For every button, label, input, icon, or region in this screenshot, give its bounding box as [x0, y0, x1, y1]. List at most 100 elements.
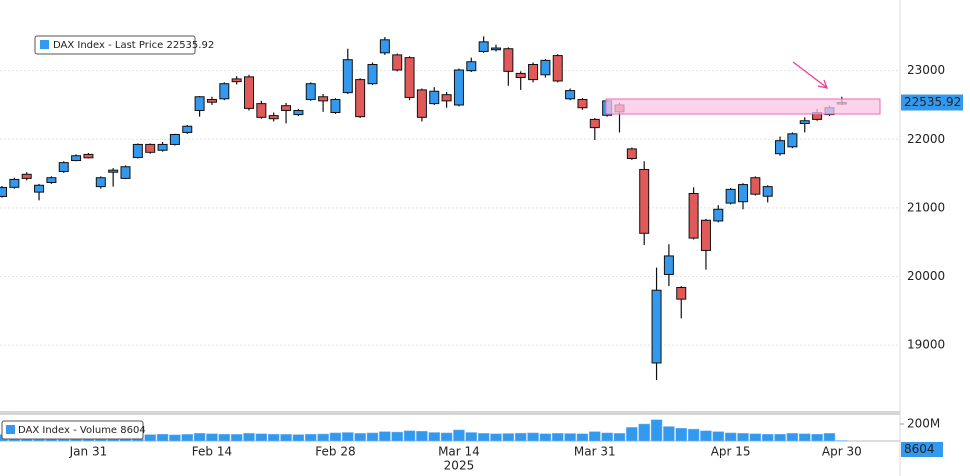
volume-bar — [379, 431, 391, 442]
volume-bar — [811, 433, 823, 442]
volume-bar — [317, 433, 329, 442]
candle-body — [651, 289, 662, 364]
candle-body — [540, 59, 551, 76]
y-tick-label: 19000 — [907, 338, 945, 352]
candle-body — [71, 155, 82, 162]
volume-bar — [650, 419, 663, 442]
last-volume-box — [901, 442, 943, 457]
volume-bar — [700, 430, 712, 442]
candle-body — [9, 178, 20, 188]
volume-bar — [193, 433, 206, 442]
volume-bar — [267, 433, 280, 442]
volume-bar — [626, 427, 638, 442]
candle-body — [145, 143, 156, 153]
candle-body — [182, 125, 193, 133]
volume-bar — [761, 433, 774, 442]
volume-bar — [428, 432, 440, 442]
last-price-box — [901, 94, 963, 111]
volume-bar — [181, 434, 193, 442]
last-price-label: 22535.92 — [904, 95, 961, 109]
candle-body — [157, 143, 168, 151]
arrow-head — [817, 79, 829, 89]
candle-body — [83, 153, 94, 159]
highlight-zone — [605, 98, 881, 115]
candle-body — [552, 55, 563, 82]
volume-bar — [391, 431, 403, 442]
volume-bar — [354, 433, 366, 442]
candle-body — [379, 39, 390, 54]
volume-bar — [552, 433, 564, 442]
volume-bar — [539, 433, 552, 442]
x-tick-label: Jan 31 — [69, 445, 108, 459]
candle-body — [95, 177, 106, 188]
candle-body — [787, 133, 798, 148]
x-tick-label: Feb 28 — [315, 445, 355, 459]
x-tick-label: Feb 14 — [192, 445, 232, 459]
volume-bar — [243, 433, 255, 442]
volume-bar — [823, 433, 836, 442]
volume-bar — [774, 433, 786, 442]
candle-body — [491, 47, 501, 51]
volume-bar — [527, 432, 539, 442]
candle-body — [34, 184, 45, 193]
candle-body — [355, 79, 366, 118]
y-tick-label: 21000 — [907, 200, 945, 214]
last-volume-label: 8604 — [904, 442, 935, 456]
x-tick-label: Apr 15 — [711, 445, 751, 459]
volume-bar — [749, 433, 762, 442]
candle-body — [231, 78, 242, 83]
volume-bar — [638, 423, 650, 442]
candle-body — [367, 63, 378, 85]
candle-body — [206, 98, 217, 103]
volume-bar — [206, 433, 218, 442]
volume-bar — [687, 428, 700, 442]
candle-body — [441, 94, 452, 102]
candle-body — [281, 105, 292, 111]
candle-body — [429, 90, 440, 105]
candle-body — [219, 83, 230, 100]
volume-bar — [465, 432, 478, 442]
annotation-arrow — [792, 61, 827, 88]
volume-bar — [230, 434, 243, 442]
candle-body — [528, 63, 539, 81]
candle-body — [503, 48, 514, 72]
volume-bar — [836, 440, 848, 442]
panel-divider — [0, 411, 900, 415]
legend-label: DAX Index - Last Price 22535.92 — [53, 40, 214, 51]
candle-body — [305, 83, 316, 100]
legend-swatch — [40, 40, 49, 49]
x-year-label: 2025 — [444, 459, 475, 473]
volume-bar — [156, 433, 169, 442]
volume-bar — [613, 433, 626, 442]
candle-body — [330, 98, 341, 114]
volume-legend-label: DAX Index - Volume 8604 — [18, 425, 146, 436]
volume-bar — [329, 432, 342, 442]
candle-body — [589, 118, 600, 129]
volume-bar — [292, 434, 305, 442]
candle-body — [293, 109, 304, 116]
volume-bar — [601, 432, 613, 442]
volume-bar — [712, 431, 725, 442]
candle-body — [108, 169, 119, 173]
candle-body — [663, 255, 674, 275]
volume-bar — [218, 433, 231, 442]
candle-body — [700, 219, 711, 251]
volume-bar — [786, 433, 799, 442]
candle-body — [256, 103, 267, 118]
candle-body — [318, 96, 329, 102]
legend-box — [34, 35, 196, 55]
x-tick-label: Mar 31 — [574, 445, 616, 459]
candle-body — [713, 208, 724, 222]
volume-bar — [737, 433, 749, 442]
volume-bar — [589, 431, 601, 442]
candle-body — [0, 186, 7, 197]
candle-body — [21, 173, 32, 179]
candle-body — [725, 188, 736, 204]
y-tick-label: 20000 — [907, 269, 945, 283]
candle-body — [58, 162, 69, 173]
candle-body — [169, 133, 180, 145]
volume-tick-label: 200M — [907, 416, 940, 430]
candle-body — [453, 69, 464, 106]
